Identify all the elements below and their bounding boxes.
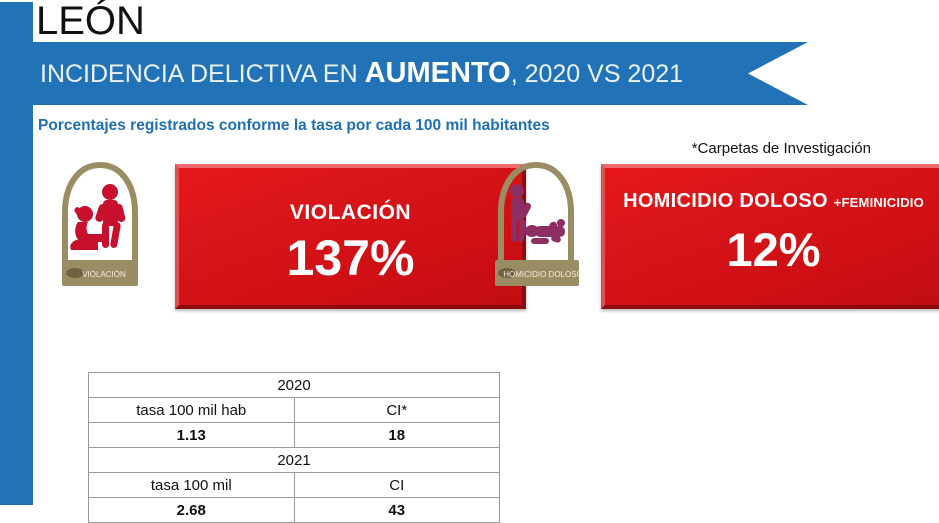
svg-text:HOMICIDIO DOLOSO: HOMICIDIO DOLOSO (503, 270, 581, 279)
banner-ribbon (0, 42, 808, 105)
table-row: tasa 100 mil CI (88, 472, 500, 498)
violacion-percent: 137% (286, 230, 415, 286)
page-title: LEÓN (36, 0, 145, 43)
banner-title: INCIDENCIA DELICTIVA EN AUMENTO, 2020 VS… (40, 48, 683, 99)
title-band (33, 2, 939, 42)
banner-title-suffix: , 2020 VS 2021 (510, 60, 684, 88)
year-cell: 2020 (88, 372, 500, 398)
svg-text:VIOLACIÓN: VIOLACIÓN (82, 270, 126, 279)
banner-title-emphasis: AUMENTO (364, 57, 511, 89)
homicidio-crime-name: HOMICIDIO DOLOSO +FEMINICIDIO (623, 188, 924, 216)
value-ci: 43 (293, 497, 500, 523)
violacion-badge-icon: VIOLACIÓN (58, 160, 142, 292)
violacion-crime-name: VIOLACIÓN (289, 201, 412, 224)
table-row: 1.13 18 (88, 422, 500, 448)
value-rate: 1.13 (88, 422, 295, 448)
value-ci: 18 (293, 422, 500, 448)
content-area: Porcentajes registrados conforme la tasa… (33, 105, 939, 523)
subtitle: Porcentajes registrados conforme la tasa… (38, 117, 550, 134)
col-header-ci: CI* (293, 397, 500, 423)
homicidio-percent: 12% (726, 223, 821, 276)
col-header-rate: tasa 100 mil hab (88, 397, 295, 423)
violacion-stat-panel: VIOLACIÓN 137% (175, 164, 526, 309)
year-cell: 2021 (88, 447, 500, 473)
homicidio-stat-panel: HOMICIDIO DOLOSO +FEMINICIDIO 12% (601, 164, 939, 309)
table-row: 2021 (88, 447, 500, 473)
homicidio-crime-name-text: HOMICIDIO DOLOSO (623, 190, 828, 212)
homicidio-crime-subnote: +FEMINICIDIO (833, 195, 924, 210)
table-row: 2020 (88, 372, 500, 398)
homicidio-doloso-badge-icon: HOMICIDIO DOLOSO (491, 160, 581, 292)
table-row: tasa 100 mil hab CI* (88, 397, 500, 423)
table-row: 2.68 43 (88, 497, 500, 523)
col-header-rate: tasa 100 mil (88, 472, 295, 498)
col-header-ci: CI (293, 472, 500, 498)
banner-title-prefix: INCIDENCIA DELICTIVA EN (40, 60, 365, 88)
violacion-stats-table: 2020 tasa 100 mil hab CI* 1.13 18 2021 t (88, 372, 500, 523)
value-rate: 2.68 (88, 497, 295, 523)
footnote: *Carpetas de Investigación (691, 140, 871, 157)
